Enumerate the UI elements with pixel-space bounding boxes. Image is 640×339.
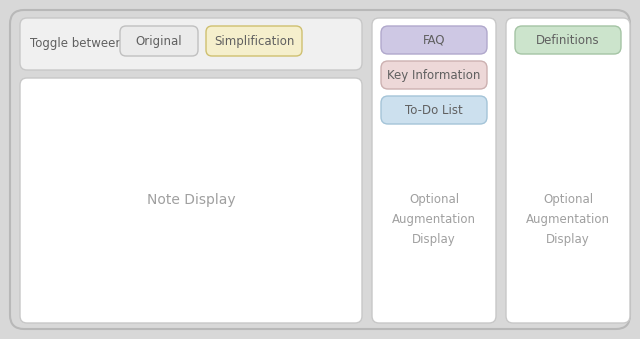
FancyBboxPatch shape <box>515 26 621 54</box>
FancyBboxPatch shape <box>10 10 630 329</box>
FancyBboxPatch shape <box>20 18 362 70</box>
Text: Optional
Augmentation
Display: Optional Augmentation Display <box>526 194 610 246</box>
FancyBboxPatch shape <box>381 26 487 54</box>
Text: FAQ: FAQ <box>423 34 445 46</box>
Text: Definitions: Definitions <box>536 34 600 46</box>
Text: Original: Original <box>136 35 182 47</box>
Text: Optional
Augmentation
Display: Optional Augmentation Display <box>392 194 476 246</box>
Text: Key Information: Key Information <box>387 68 481 81</box>
FancyBboxPatch shape <box>381 61 487 89</box>
FancyBboxPatch shape <box>372 18 496 323</box>
FancyBboxPatch shape <box>120 26 198 56</box>
FancyBboxPatch shape <box>506 18 630 323</box>
Text: To-Do List: To-Do List <box>405 103 463 117</box>
FancyBboxPatch shape <box>206 26 302 56</box>
FancyBboxPatch shape <box>20 78 362 323</box>
Text: Note Display: Note Display <box>147 193 236 207</box>
FancyBboxPatch shape <box>381 96 487 124</box>
Text: Simplification: Simplification <box>214 35 294 47</box>
Text: Toggle between: Toggle between <box>30 38 123 51</box>
